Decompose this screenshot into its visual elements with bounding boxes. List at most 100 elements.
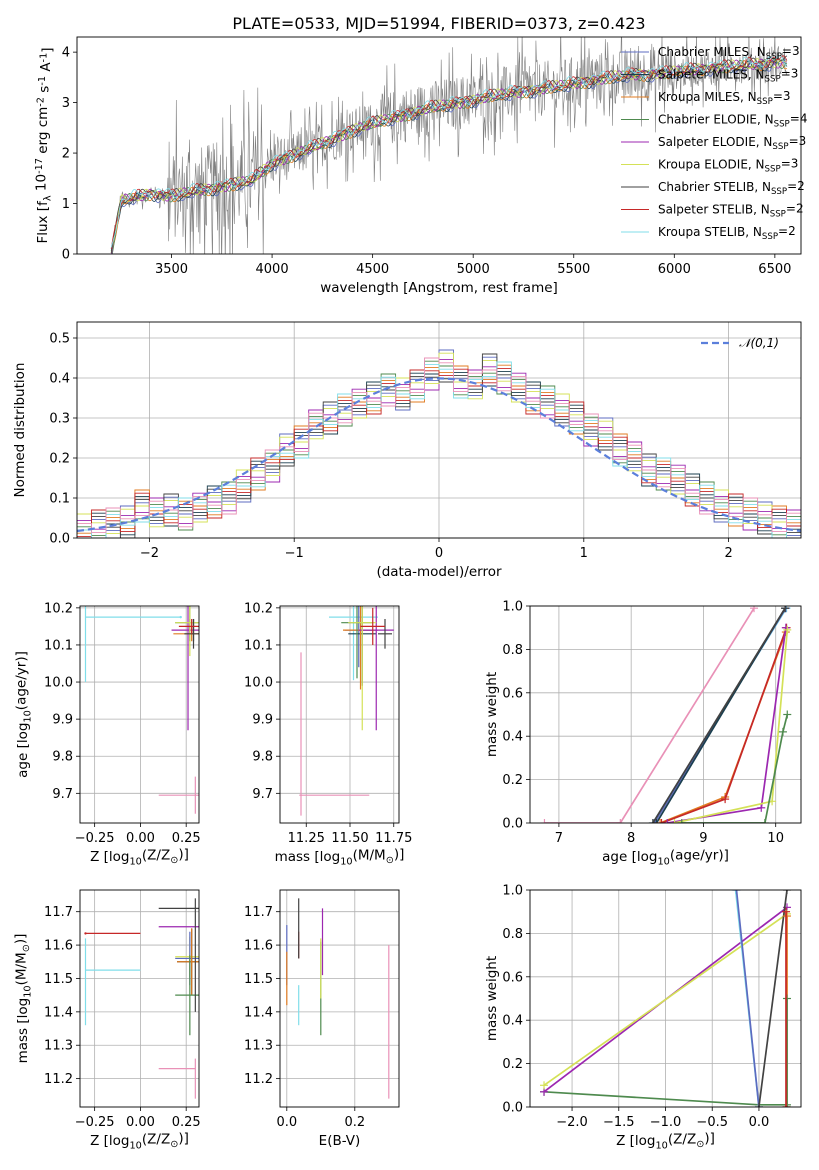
x-tick-label: 4000 — [256, 262, 289, 277]
residuals-plot-area — [77, 349, 801, 538]
y-tick-label: 10.1 — [44, 638, 73, 653]
age_vs_mass-axes: 11.25 11.50 11.75 9.7 9.8 9.9 10.0 10.1 10.2 mass… — [244, 601, 412, 867]
x-axis-label: mass [log10(M/M⊙)] — [275, 846, 405, 867]
plus-marker — [732, 890, 741, 894]
axes-frame — [529, 889, 802, 1108]
x-tick-label: 7 — [555, 831, 563, 846]
y-tick-label: 10.2 — [44, 601, 73, 616]
y-tick-label: 11.6 — [44, 939, 73, 954]
y-tick-label: 0.5 — [49, 332, 70, 347]
plus-marker — [782, 1103, 791, 1107]
y-tick-label: 0.0 — [502, 817, 523, 832]
histogram-step — [77, 357, 801, 533]
x-tick-label: 2 — [724, 546, 732, 561]
mass-weight-line — [758, 890, 788, 1107]
x-axis-label: E(B-V) — [319, 1133, 361, 1149]
axes-frame — [529, 605, 802, 824]
x-tick-label: 0 — [435, 546, 443, 561]
plus-marker — [648, 819, 657, 823]
spectrum-axes: 3500 4000 4500 5000 5500 6000 6500 0 1 2 3 4 wavelen… — [34, 14, 808, 296]
axes-frame — [279, 889, 400, 1108]
mass-weight-line — [681, 714, 789, 823]
y-tick-label: 11.2 — [44, 1072, 73, 1087]
y-tick-label: 0.4 — [49, 372, 70, 387]
y-tick-label: 10.0 — [244, 676, 273, 691]
y-tick-label: 3 — [62, 96, 70, 111]
x-tick-label: 11.75 — [375, 831, 412, 846]
x-tick-label: 0.0 — [749, 1115, 770, 1130]
y-tick-label: 11.6 — [244, 939, 273, 954]
y-tick-label: 0.2 — [502, 1057, 523, 1072]
y-tick-label: 9.7 — [252, 787, 273, 802]
errorbar-point — [158, 776, 199, 814]
model-spectrum-line — [110, 59, 788, 252]
plus-marker — [731, 890, 740, 894]
weight_vs_age-plot-area — [540, 606, 792, 823]
y-tick-label: 11.5 — [44, 972, 73, 987]
legend-entry: Salpeter MILES, NSSP=3 — [658, 66, 798, 84]
mass_vs_Z-axes: −0.25 0.00 0.25 11.2 11.3 11.4 11.5 11.6 11.7 Z [… — [12, 889, 201, 1151]
y-tick-label: 10.0 — [44, 676, 73, 691]
x-tick-label: 0.25 — [172, 831, 201, 846]
x-tick-label: 6500 — [758, 262, 791, 277]
legend-entry: 𝒩(0,1) — [739, 336, 779, 350]
legend-entry: Salpeter ELODIE, NSSP=3 — [658, 134, 806, 152]
x-tick-label: 0.0 — [276, 1115, 297, 1130]
x-tick-label: −0.25 — [75, 1115, 115, 1130]
legend-entry: Kroupa ELODIE, NSSP=3 — [658, 156, 798, 174]
y-tick-label: 11.4 — [244, 1005, 273, 1020]
y-tick-label: 0.6 — [502, 686, 523, 701]
plus-marker — [782, 890, 791, 894]
x-tick-label: 5000 — [457, 262, 490, 277]
legend-entry: Kroupa MILES, NSSP=3 — [658, 89, 791, 107]
mass_vs_ebv-plot-area — [286, 898, 390, 1099]
mass_vs_Z-plot-area — [84, 898, 199, 1099]
plus-marker — [677, 819, 686, 823]
legend-entry: Chabrier STELIB, NSSP=2 — [658, 179, 805, 197]
y-tick-label: 9.7 — [52, 787, 73, 802]
legend-entry: Chabrier ELODIE, NSSP=4 — [658, 111, 807, 129]
axes-frame — [279, 605, 400, 824]
weight_vs_Z-plot-area — [540, 890, 791, 1107]
x-tick-label: 3500 — [155, 262, 188, 277]
y-tick-label: 9.9 — [252, 713, 273, 728]
axes-frame — [76, 321, 802, 539]
x-tick-label: −2 — [140, 546, 159, 561]
y-axis-label: Flux [fλ 10-17 erg cm-2 s-1 A-1] — [34, 47, 56, 243]
x-axis-label: wavelength [Angstrom, rest frame] — [320, 280, 558, 296]
x-tick-label: 11.50 — [331, 831, 368, 846]
x-tick-label: 0.25 — [172, 1115, 201, 1130]
y-tick-label: 11.5 — [244, 972, 273, 987]
mass-weight-line — [543, 913, 788, 1086]
y-tick-label: 11.3 — [44, 1039, 73, 1054]
y-axis-label: Normed distribution — [12, 363, 28, 498]
y-tick-label: 0.4 — [502, 1014, 523, 1029]
legend-entry: Chabrier MILES, NSSP=3 — [658, 44, 800, 62]
y-tick-label: 1 — [62, 197, 70, 212]
observed-spectrum — [110, 37, 788, 254]
age_vs_mass-plot-area — [299, 606, 394, 816]
y-tick-label: 0.4 — [502, 730, 523, 745]
histogram-step — [77, 361, 801, 538]
x-tick-label: 0.2 — [344, 1115, 365, 1130]
residuals-axes: −2 −1 0 1 2 0.0 0.1 0.2 0.3 0.4 0.5 (data-model)/er… — [12, 321, 802, 580]
y-axis-label: age [log10(age/yr)] — [14, 651, 34, 778]
plus-marker — [670, 819, 679, 823]
y-tick-label: 4 — [62, 46, 70, 61]
x-tick-label: 1 — [580, 546, 588, 561]
plus-marker — [781, 623, 790, 632]
x-axis-label: Z [log10(Z/Z⊙)] — [90, 846, 189, 867]
legend-entry: Salpeter STELIB, NSSP=2 — [658, 201, 804, 219]
x-tick-label: 5500 — [557, 262, 590, 277]
errorbar-point — [179, 615, 182, 619]
plus-marker — [782, 1103, 791, 1107]
errorbar-point — [84, 606, 181, 683]
y-tick-label: 0.2 — [502, 773, 523, 788]
plus-marker — [783, 710, 792, 719]
plus-marker — [663, 819, 672, 823]
y-tick-label: 1.0 — [502, 600, 523, 615]
x-tick-label: 11.25 — [288, 831, 325, 846]
model-spectrum-line — [111, 58, 788, 254]
y-tick-label: 0 — [62, 248, 70, 263]
